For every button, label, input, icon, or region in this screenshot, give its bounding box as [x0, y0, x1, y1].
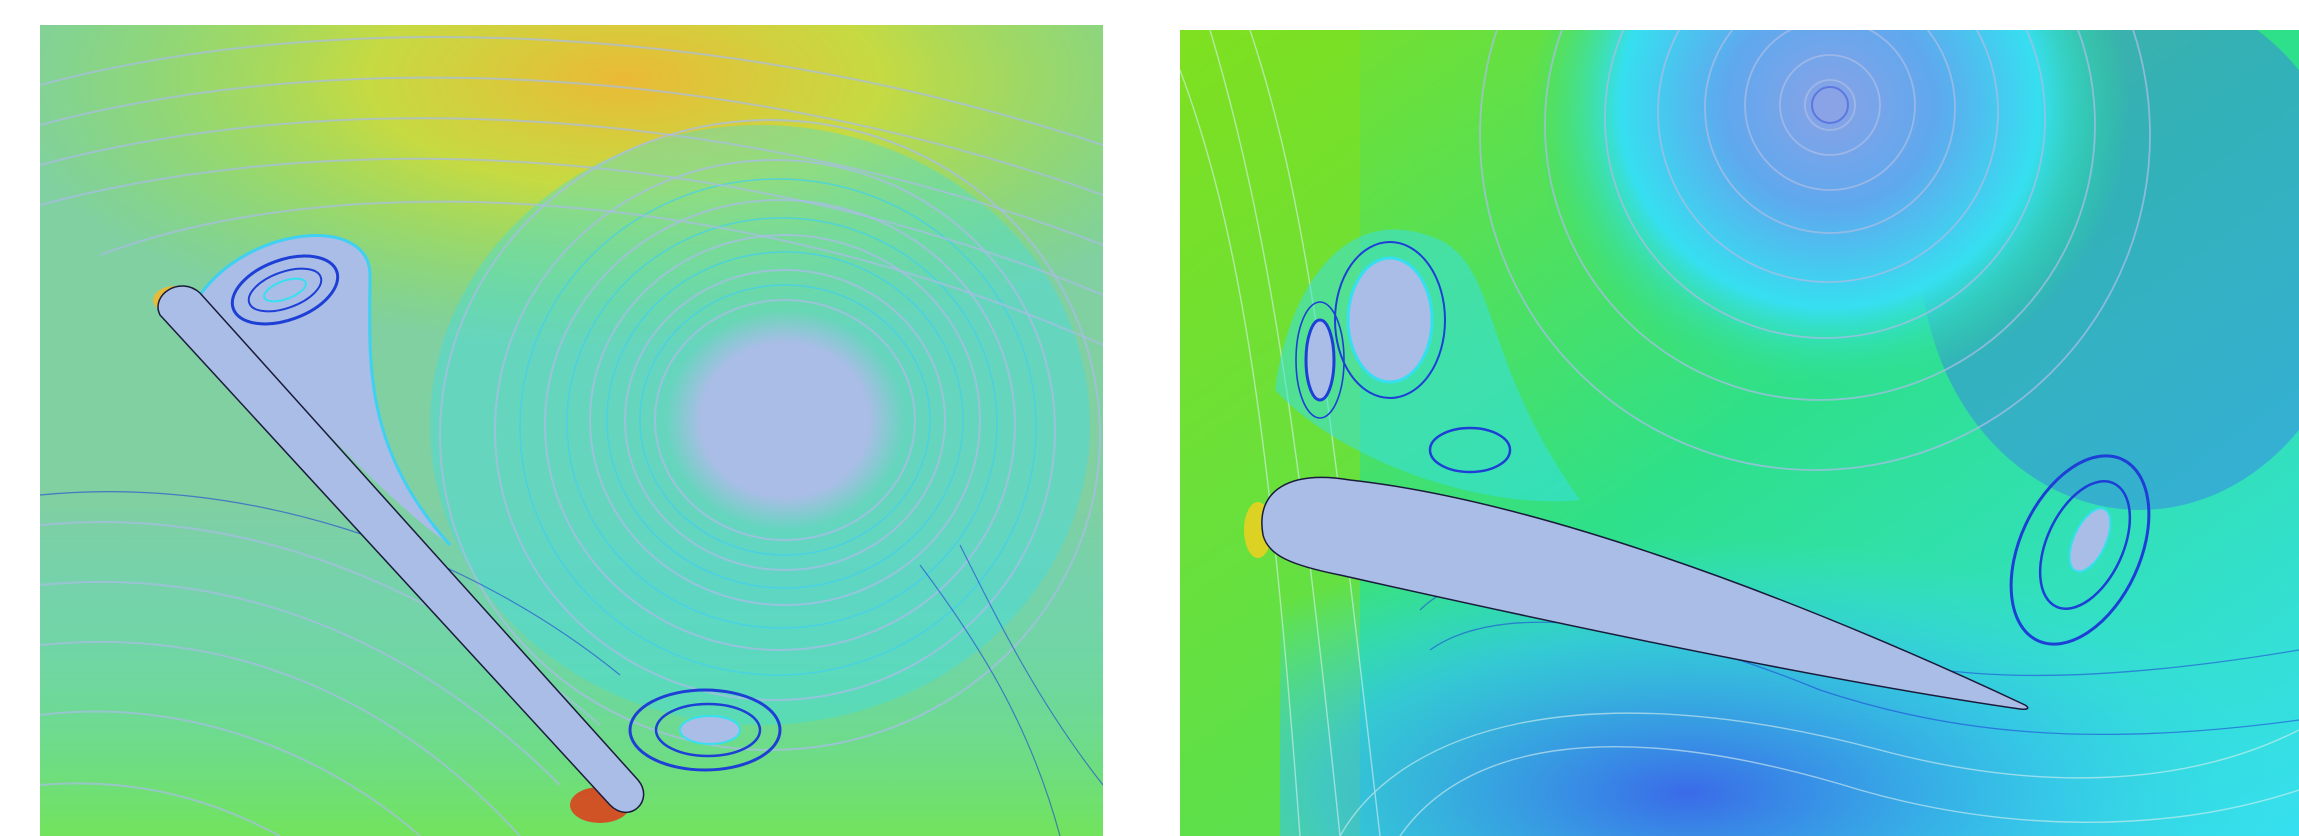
airfoil-streamline-plot	[1180, 30, 2299, 836]
flat-plate-body	[157, 285, 645, 813]
airfoil-body	[1261, 476, 2029, 710]
trailing-edge-vortex	[2009, 454, 2151, 646]
flat-plate-streamline-plot	[40, 25, 1103, 836]
leading-edge-vortex	[1275, 229, 1580, 502]
upper-streamlines	[40, 36, 1103, 346]
left-panel-flat-plate	[40, 25, 1103, 836]
upper-separation-vortex	[198, 234, 452, 547]
lower-separation-vortex	[628, 688, 782, 772]
right-panel-airfoil	[1180, 30, 2299, 836]
top-vortex-streamlines	[1479, 30, 2151, 471]
